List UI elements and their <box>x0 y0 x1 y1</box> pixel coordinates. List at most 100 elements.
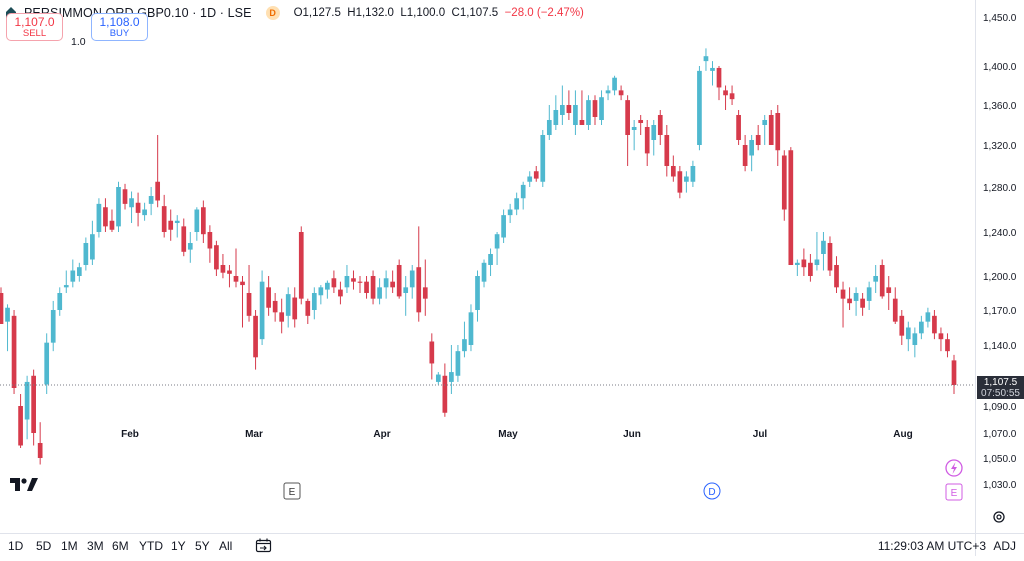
last-price-value: 1,107.5 <box>983 377 1018 388</box>
date-range-icon[interactable] <box>255 538 273 553</box>
candle <box>618 85 624 101</box>
candle <box>390 270 395 293</box>
candle <box>325 280 330 299</box>
price-axis[interactable]: 1,450.0 1,400.0 1,360.0 1,320.0 1,280.0 1,240… <box>983 13 1017 491</box>
candle <box>638 115 644 135</box>
candle-body <box>83 243 89 265</box>
candle-body <box>951 360 957 385</box>
candle-body <box>161 206 167 232</box>
candle <box>945 333 950 358</box>
sell-button[interactable]: 1,107.0 SELL <box>6 13 63 41</box>
time-axis[interactable]: Feb Mar Apr May Jun Jul Aug <box>121 429 913 440</box>
candle-body <box>514 198 520 210</box>
candle <box>364 276 369 299</box>
candle <box>690 160 696 187</box>
candle <box>847 287 852 310</box>
candle-body <box>207 232 213 249</box>
candle <box>527 171 533 187</box>
earnings-marker[interactable]: E <box>283 482 301 500</box>
candle <box>383 270 389 299</box>
candle <box>24 375 30 440</box>
candle-body <box>586 100 591 125</box>
candle-body <box>129 198 134 208</box>
buy-label: BUY <box>109 28 130 39</box>
candle-body <box>540 135 546 182</box>
candle-body <box>0 293 4 324</box>
dividend-marker[interactable]: D <box>703 482 721 500</box>
candle <box>259 270 265 345</box>
candle-body <box>775 113 781 151</box>
range-6m[interactable]: 6M <box>112 539 129 553</box>
candle <box>657 110 663 145</box>
adjust-toggle[interactable]: ADJ <box>993 539 1016 553</box>
range-3m[interactable]: 3M <box>87 539 104 553</box>
candle <box>592 95 598 125</box>
tradingview-logo[interactable] <box>10 478 38 491</box>
upcoming-earnings-marker[interactable]: E <box>945 483 963 501</box>
candle <box>573 90 578 135</box>
candle <box>899 310 905 345</box>
candle <box>821 232 826 271</box>
range-5d[interactable]: 5D <box>36 539 52 553</box>
candle <box>285 287 291 328</box>
last-price-tag: 1,107.5 07:50:55 <box>977 376 1024 399</box>
range-ytd[interactable]: YTD <box>139 539 163 553</box>
dividend-marker-label: D <box>708 487 715 498</box>
candle-body <box>651 125 657 140</box>
candle-body <box>24 381 30 420</box>
candle-body <box>677 171 683 193</box>
price-tick-label: 1,360.0 <box>983 101 1017 112</box>
time-tick-label: Apr <box>373 429 390 440</box>
quantity-value[interactable]: 1.0 <box>71 36 86 48</box>
candle <box>736 110 741 145</box>
range-1d[interactable]: 1D <box>8 539 24 553</box>
candle-body <box>18 406 23 446</box>
time-tick-label: May <box>498 429 518 440</box>
candle-body <box>435 374 441 382</box>
candle-body <box>566 105 572 113</box>
candle-body <box>364 281 369 293</box>
candle <box>612 75 617 96</box>
candle-body <box>181 226 187 252</box>
buy-button[interactable]: 1,108.0 BUY <box>91 13 148 41</box>
candle <box>684 171 689 193</box>
time-tick-label: Mar <box>245 429 263 440</box>
candle-body <box>240 281 245 286</box>
candle-body <box>122 189 128 204</box>
candle <box>11 310 17 394</box>
candles-group <box>0 48 957 465</box>
candle-body <box>233 276 239 282</box>
candle <box>566 90 572 120</box>
candle-body <box>638 120 644 123</box>
gear-icon[interactable] <box>993 511 1005 523</box>
range-5y[interactable]: 5Y <box>195 539 210 553</box>
candle-body <box>488 254 493 265</box>
range-all[interactable]: All <box>219 539 233 553</box>
candle-body <box>945 339 950 352</box>
candle-body <box>553 110 559 125</box>
candle <box>481 259 487 288</box>
candle <box>129 191 134 223</box>
candle <box>892 287 898 324</box>
candle <box>625 95 630 166</box>
candle-body <box>618 90 624 96</box>
candle <box>827 236 833 276</box>
candle-body <box>546 120 552 135</box>
candle <box>37 422 43 465</box>
candle <box>553 95 559 130</box>
range-1y[interactable]: 1Y <box>171 539 186 553</box>
candle-body <box>892 298 898 322</box>
candle-body <box>520 184 526 199</box>
delayed-badge[interactable]: D <box>265 6 280 20</box>
range-1m[interactable]: 1M <box>61 539 78 553</box>
candle <box>70 259 76 288</box>
lightning-icon[interactable] <box>945 459 963 477</box>
candle <box>50 300 56 352</box>
candle-body <box>344 276 350 288</box>
candle-body <box>351 278 356 282</box>
candle <box>298 226 304 305</box>
candle <box>44 333 50 394</box>
timezone-clock[interactable]: 11:29:03 AM UTC+3 <box>877 539 986 553</box>
